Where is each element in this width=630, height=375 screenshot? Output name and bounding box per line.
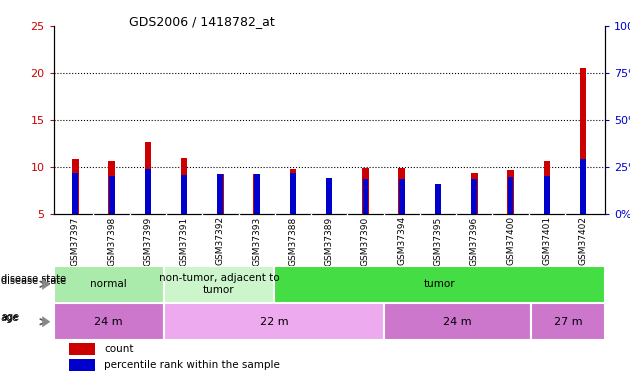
Text: GSM37401: GSM37401 <box>542 216 551 266</box>
Text: GSM37395: GSM37395 <box>433 216 442 266</box>
Bar <box>508 177 513 214</box>
Text: GSM37398: GSM37398 <box>107 216 116 266</box>
Bar <box>290 173 296 214</box>
Bar <box>253 174 260 214</box>
Text: disease state: disease state <box>1 276 66 285</box>
Text: GSM37391: GSM37391 <box>180 216 188 266</box>
Text: GSM37392: GSM37392 <box>216 216 225 266</box>
Text: 22 m: 22 m <box>260 317 289 327</box>
Text: 27 m: 27 m <box>554 317 582 327</box>
Bar <box>326 178 333 214</box>
Bar <box>54 266 164 303</box>
Text: GSM37397: GSM37397 <box>71 216 80 266</box>
Text: 24 m: 24 m <box>444 317 472 327</box>
Text: GSM37393: GSM37393 <box>252 216 261 266</box>
Bar <box>290 169 296 214</box>
Text: count: count <box>104 344 134 354</box>
Bar <box>326 178 332 214</box>
Bar <box>580 68 587 214</box>
Text: GSM37402: GSM37402 <box>578 216 588 265</box>
Bar <box>544 161 550 214</box>
Bar <box>72 173 78 214</box>
Text: tumor: tumor <box>423 279 455 289</box>
Text: GSM37390: GSM37390 <box>361 216 370 266</box>
Bar <box>471 179 477 214</box>
Bar <box>69 359 94 370</box>
Text: GSM37399: GSM37399 <box>144 216 152 266</box>
Bar <box>384 303 531 340</box>
Text: age: age <box>1 313 19 323</box>
Bar <box>580 159 586 214</box>
Bar <box>164 266 274 303</box>
Bar <box>145 169 151 214</box>
Bar <box>144 142 151 214</box>
Text: GSM37388: GSM37388 <box>289 216 297 266</box>
Bar <box>181 176 187 214</box>
Bar <box>274 266 605 303</box>
Bar <box>217 174 223 214</box>
Bar <box>217 174 224 214</box>
Bar <box>181 158 187 214</box>
Bar <box>164 303 384 340</box>
Text: percentile rank within the sample: percentile rank within the sample <box>104 360 280 370</box>
Bar <box>435 194 441 214</box>
Bar <box>471 173 478 214</box>
Text: normal: normal <box>90 279 127 289</box>
Bar <box>362 179 369 214</box>
Bar <box>531 303 605 340</box>
Bar <box>362 168 369 214</box>
Bar <box>398 168 405 214</box>
Bar <box>254 174 260 214</box>
Text: 24 m: 24 m <box>94 317 123 327</box>
Bar <box>108 161 115 214</box>
Text: GSM37400: GSM37400 <box>506 216 515 266</box>
Text: GSM37389: GSM37389 <box>324 216 334 266</box>
Text: non-tumor, adjacent to
tumor: non-tumor, adjacent to tumor <box>159 273 279 295</box>
Text: GSM37396: GSM37396 <box>470 216 479 266</box>
Bar <box>507 170 514 214</box>
Bar <box>69 344 94 355</box>
Bar <box>108 176 115 214</box>
Bar <box>54 303 164 340</box>
Bar <box>399 179 404 214</box>
Text: age: age <box>1 312 20 322</box>
Text: GDS2006 / 1418782_at: GDS2006 / 1418782_at <box>129 15 275 28</box>
Text: GSM37394: GSM37394 <box>397 216 406 266</box>
Bar <box>544 176 550 214</box>
Bar <box>435 184 441 214</box>
Bar <box>72 159 79 214</box>
Text: disease state: disease state <box>1 274 66 284</box>
